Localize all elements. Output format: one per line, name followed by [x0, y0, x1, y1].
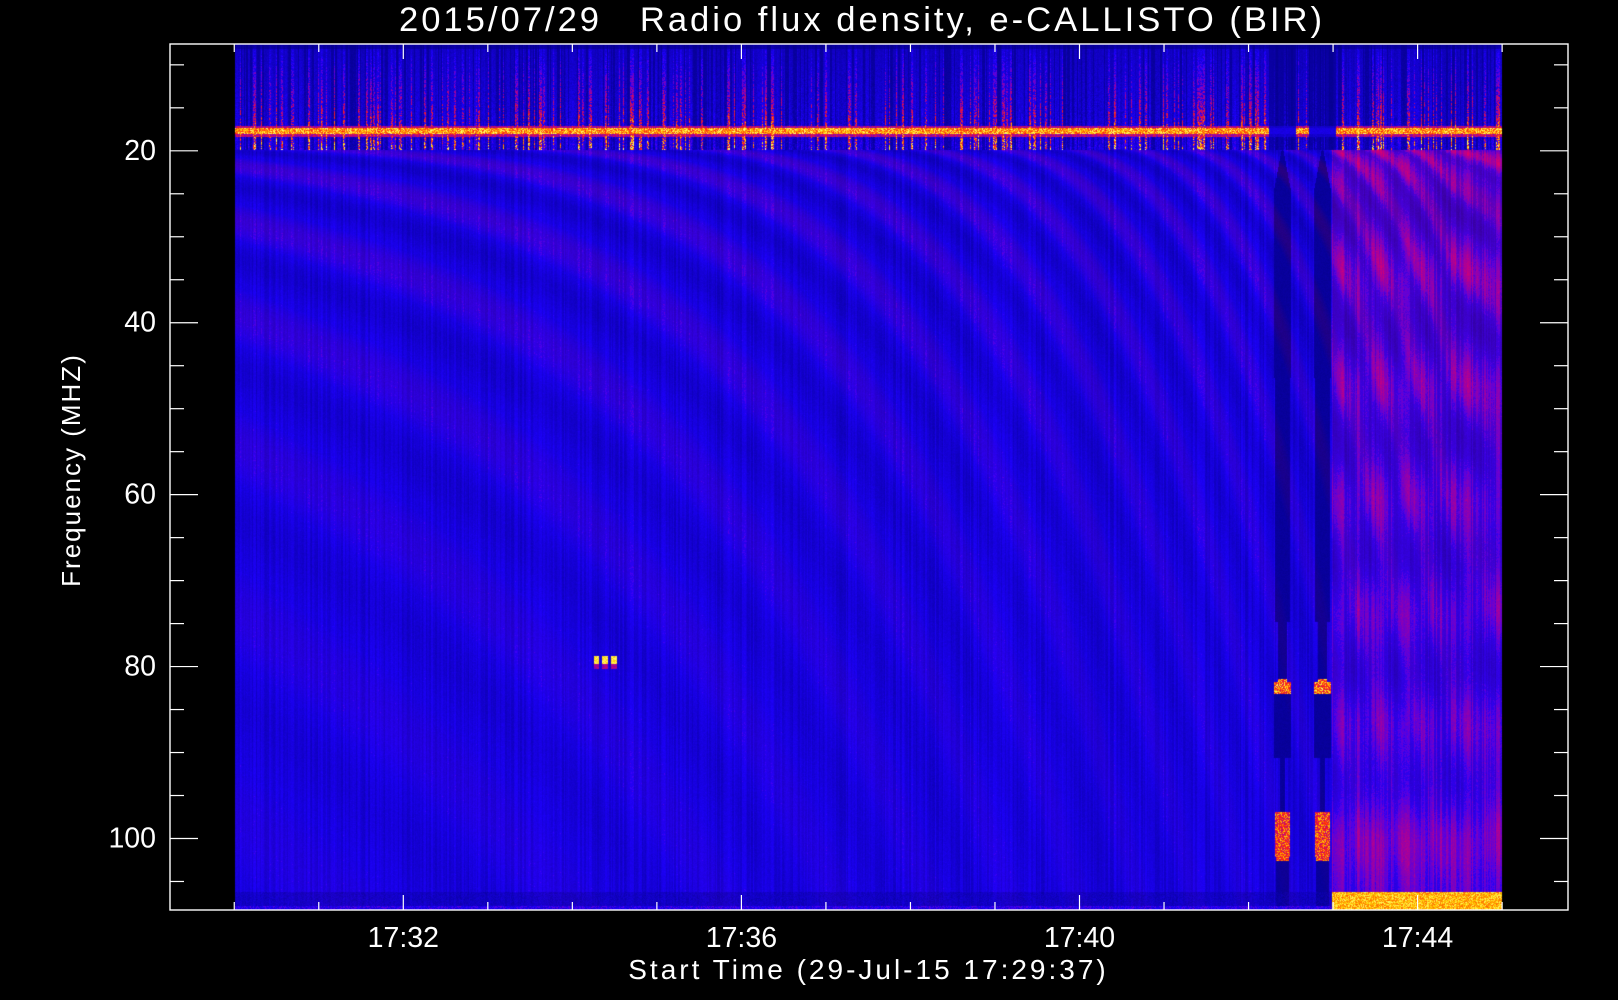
svg-text:2015/07/29 Radio flux densit: 2015/07/29 Radio flux density, e-CALLIST… [399, 1, 1325, 39]
svg-text:17:36: 17:36 [706, 922, 777, 954]
svg-text:Start Time (29-Jul-15 17:29:37: Start Time (29-Jul-15 17:29:37) [628, 954, 1109, 985]
svg-text:60: 60 [124, 479, 156, 511]
svg-text:20: 20 [124, 135, 156, 167]
svg-text:Frequency (MHZ): Frequency (MHZ) [56, 353, 86, 587]
svg-text:100: 100 [108, 822, 156, 854]
svg-text:40: 40 [124, 307, 156, 339]
svg-text:17:44: 17:44 [1382, 922, 1453, 954]
svg-text:17:40: 17:40 [1044, 922, 1115, 954]
svg-text:17:32: 17:32 [368, 922, 439, 954]
svg-text:80: 80 [124, 651, 156, 683]
